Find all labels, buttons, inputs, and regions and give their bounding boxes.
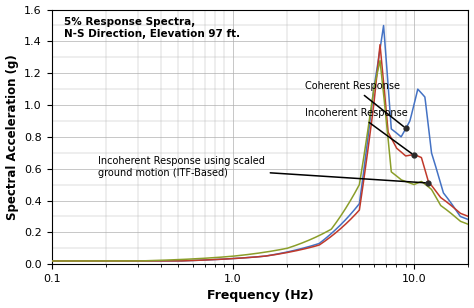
Text: Incoherent Response using scaled
ground motion (ITF-Based): Incoherent Response using scaled ground …	[98, 156, 426, 183]
Text: 5% Response Spectra,
N-S Direction, Elevation 97 ft.: 5% Response Spectra, N-S Direction, Elev…	[64, 17, 240, 39]
Text: Coherent Response: Coherent Response	[305, 81, 403, 126]
X-axis label: Frequency (Hz): Frequency (Hz)	[207, 290, 313, 302]
Y-axis label: Spectral Acceleration (g): Spectral Acceleration (g)	[6, 54, 18, 220]
Text: Incoherent Response: Incoherent Response	[305, 108, 411, 153]
